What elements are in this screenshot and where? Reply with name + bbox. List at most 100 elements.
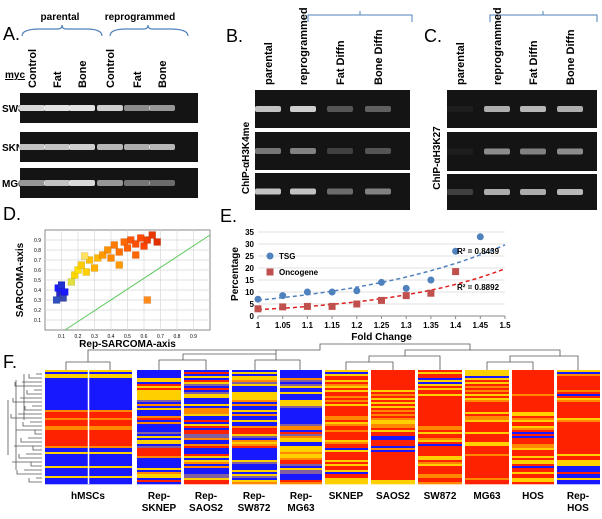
heatmap-cell xyxy=(325,458,368,461)
heatmap-cell xyxy=(232,446,277,449)
heatmap-cell xyxy=(557,440,600,443)
heatmap-cell xyxy=(325,374,368,377)
heatmap-cell xyxy=(325,470,368,473)
heatmap-cell xyxy=(325,460,368,463)
heatmap-cell xyxy=(418,416,462,419)
heatmap-cell xyxy=(512,378,554,381)
heatmap-cell xyxy=(232,386,277,389)
heatmap-cell xyxy=(418,460,462,463)
heatmap-cell xyxy=(232,426,277,429)
heatmap-cell xyxy=(557,424,600,427)
heatmap-cell xyxy=(557,412,600,415)
heatmap-cell xyxy=(465,444,509,447)
heatmap-cell xyxy=(512,422,554,425)
heatmap-cell xyxy=(418,472,462,475)
heatmap-cell xyxy=(137,462,181,465)
heatmap-cell xyxy=(137,442,181,445)
panel-label: E. xyxy=(220,206,237,226)
heatmap-cell xyxy=(557,402,600,405)
heatmap-cell xyxy=(418,462,462,465)
point xyxy=(80,252,89,260)
point xyxy=(115,248,123,256)
heatmap-cell xyxy=(280,414,322,417)
heatmap-cell xyxy=(418,474,462,477)
antibody-label: ChIP-αH3K4me xyxy=(241,121,252,194)
heatmap-cell xyxy=(371,384,415,387)
lane-label: reprogrammed xyxy=(492,7,504,85)
heatmap-cell xyxy=(557,470,600,473)
gel-band xyxy=(520,148,546,155)
heatmap-cell xyxy=(280,380,322,383)
heatmap-cell xyxy=(418,448,462,451)
heatmap-cell xyxy=(184,462,229,465)
lane-label: parental xyxy=(263,42,275,85)
heatmap-cell xyxy=(418,384,462,387)
point xyxy=(402,292,410,300)
heatmap-cell xyxy=(371,388,415,391)
heatmap-cell xyxy=(371,400,415,403)
gel-band xyxy=(290,188,316,195)
heatmap-cell xyxy=(512,406,554,409)
heatmap-cell xyxy=(512,396,554,399)
heatmap-cell xyxy=(137,432,181,435)
heatmap-cell xyxy=(137,454,181,457)
heatmap-cell xyxy=(418,412,462,415)
heatmap-cell xyxy=(232,430,277,433)
y-tick-label: 0.3 xyxy=(34,298,41,304)
heatmap-cell xyxy=(325,416,368,419)
heatmap-cell xyxy=(465,464,509,467)
heatmap-cell xyxy=(465,416,509,419)
heatmap-cell xyxy=(280,388,322,391)
heatmap-cell xyxy=(418,396,462,399)
heatmap-cell xyxy=(137,480,181,483)
heatmap-cell xyxy=(325,480,368,483)
gel-band xyxy=(327,188,353,195)
heatmap-cell xyxy=(232,376,277,379)
heatmap-cell xyxy=(325,378,368,381)
heatmap-cell xyxy=(325,462,368,465)
heatmap-cell xyxy=(512,414,554,417)
heatmap-cell xyxy=(557,434,600,437)
heatmap-cell xyxy=(465,410,509,413)
heatmap-cell xyxy=(418,388,462,391)
heatmap-cell xyxy=(465,436,509,439)
heatmap-cell xyxy=(418,456,462,459)
heatmap-cell xyxy=(280,404,322,407)
heatmap-cell xyxy=(137,374,181,377)
heatmap-cell xyxy=(280,448,322,451)
heatmap-cell xyxy=(232,388,277,391)
heatmap-cell xyxy=(512,376,554,379)
x-tick-label: 1.1 xyxy=(302,321,314,330)
heatmap-cell xyxy=(418,372,462,375)
heatmap-cell xyxy=(184,430,229,433)
heatmap-cell xyxy=(232,414,277,417)
heatmap-cell xyxy=(184,418,229,421)
heatmap-cell xyxy=(371,382,415,385)
gel-band xyxy=(19,144,45,150)
heatmap-cell xyxy=(557,372,600,375)
heatmap-cell xyxy=(325,420,368,423)
heatmap-cell xyxy=(557,468,600,471)
heatmap-cell xyxy=(512,438,554,441)
gel-band xyxy=(290,148,316,154)
heatmap-cell xyxy=(232,424,277,427)
heatmap-cell xyxy=(232,428,277,431)
heatmap-cell xyxy=(418,426,462,429)
heatmap-cell xyxy=(371,434,415,437)
heatmap-cell xyxy=(280,402,322,405)
heatmap-cell xyxy=(371,392,415,395)
heatmap-cell xyxy=(280,468,322,471)
heatmap-cell xyxy=(325,426,368,429)
heatmap-cell xyxy=(418,440,462,443)
heatmap-cell xyxy=(418,444,462,447)
legend-label: Oncogene xyxy=(279,268,319,277)
point xyxy=(85,256,94,264)
heatmap-cell xyxy=(465,442,509,445)
heatmap-cell xyxy=(232,454,277,457)
heatmap-cell xyxy=(232,400,277,403)
heatmap-cell xyxy=(280,434,322,437)
heatmap-cell xyxy=(512,456,554,459)
heatmap-cell xyxy=(371,414,415,417)
heatmap-cell xyxy=(184,450,229,453)
heatmap-cell xyxy=(557,418,600,421)
